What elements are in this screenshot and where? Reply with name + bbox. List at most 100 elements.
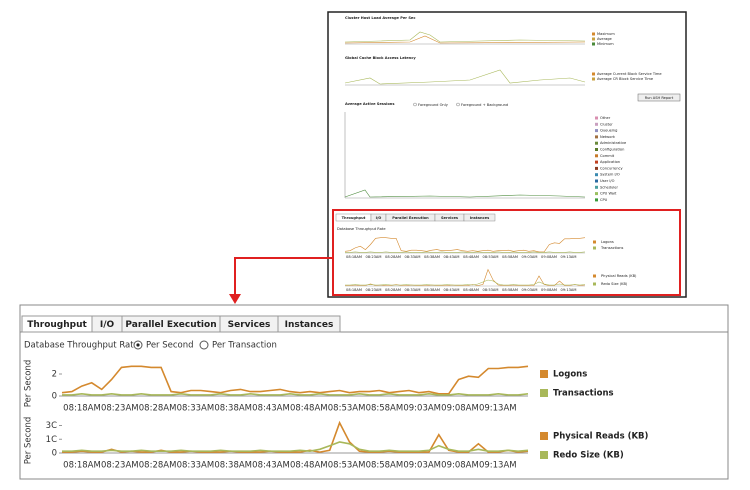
thumb-legend-swatch — [595, 185, 598, 189]
option[interactable]: Per Transaction — [212, 341, 277, 351]
x-tick-label: 08:18AM — [346, 288, 362, 292]
tab-label[interactable]: Throughput — [27, 320, 87, 330]
thumb-legend-swatch — [592, 32, 595, 36]
series-line — [62, 420, 529, 453]
x-tick-label: 08:23AM — [101, 461, 139, 471]
thumb-legend-label: Administrative — [600, 141, 627, 145]
x-tick-label: 08:43AM — [252, 461, 290, 471]
legend-swatch — [593, 274, 596, 278]
option[interactable]: Per Second — [146, 341, 194, 351]
option[interactable]: Foreground + Background — [461, 103, 508, 107]
x-tick-label: 08:48AM — [290, 461, 328, 471]
legend-label: Redo Size (KB) — [601, 282, 628, 286]
thumb-legend-label: Queueing — [600, 129, 617, 133]
x-tick-label: 09:08AM — [541, 288, 557, 292]
ash-button-label[interactable]: Run ASH Report — [645, 96, 674, 100]
legend-swatch — [593, 246, 596, 250]
thumb-legend-label: Scheduler — [600, 185, 619, 189]
x-tick-label: 08:58AM — [502, 288, 518, 292]
thumb-tab-label: Throughput — [342, 216, 366, 220]
x-tick-label: 08:53AM — [328, 461, 366, 471]
legend-swatch — [593, 240, 596, 244]
highlight-box — [332, 209, 681, 296]
arrow-head — [229, 294, 241, 304]
x-tick-label: 08:28AM — [139, 404, 177, 414]
thumb-legend-label: Other — [600, 116, 611, 120]
y-tick-label: 3C — [46, 421, 57, 431]
x-tick-label: 08:43AM — [444, 288, 460, 292]
thumb-legend-swatch — [595, 198, 598, 202]
tab-label[interactable]: Instances — [285, 320, 334, 330]
thumb-tab-label: Services — [441, 216, 458, 220]
x-tick-label: 09:08AM — [441, 404, 479, 414]
x-tick-label: 08:33AM — [177, 404, 215, 414]
tab-label[interactable]: Parallel Execution — [125, 320, 216, 330]
legend-swatch — [540, 389, 548, 397]
radio[interactable] — [413, 102, 417, 107]
legend-label: Logons — [601, 240, 614, 244]
legend-label: Physical Reads (KB) — [553, 432, 649, 442]
thumb-tab-label: Instances — [470, 216, 489, 220]
x-tick-label: 08:48AM — [463, 288, 479, 292]
thumb-legend-swatch — [595, 179, 598, 183]
thumb-legend-swatch — [595, 148, 598, 151]
legend-label: Redo Size (KB) — [553, 451, 624, 461]
tab-label[interactable]: I/O — [100, 320, 115, 330]
legend-label: Transactions — [553, 389, 614, 399]
x-tick-label: 09:08AM — [441, 461, 479, 471]
x-tick-label: 09:03AM — [522, 255, 538, 259]
thumb-legend-swatch — [592, 42, 595, 46]
thumb-decor — [344, 31, 586, 199]
x-tick-label: 08:28AM — [385, 255, 401, 259]
x-tick-label: 08:28AM — [385, 288, 401, 292]
legend-label: Transactions — [600, 246, 624, 250]
thumb-legend-swatch — [595, 129, 598, 133]
series-line — [345, 268, 586, 286]
thumb-legend-label: System I/O — [600, 173, 620, 177]
option[interactable]: Foreground Only — [418, 103, 449, 107]
thumb-legend-label: Cluster — [600, 122, 613, 126]
legend-swatch — [540, 451, 548, 459]
y-tick-label: 0 — [52, 449, 57, 459]
radio[interactable] — [199, 340, 209, 350]
series-line — [345, 279, 586, 286]
tab-label[interactable]: Services — [228, 320, 271, 330]
x-tick-label: 08:53AM — [328, 404, 366, 414]
thumbnail-frame — [327, 11, 687, 298]
series-line — [62, 441, 529, 453]
thumb-legend-swatch — [592, 72, 595, 76]
tab[interactable] — [277, 315, 341, 333]
x-tick-label: 08:18AM — [63, 461, 101, 471]
thumb-legend-label: Average — [597, 37, 613, 41]
thumb-legend-label: Maximum — [597, 32, 615, 36]
y-axis-label: Per Second — [24, 360, 34, 408]
ash-button[interactable] — [637, 93, 681, 102]
y-axis-label: Per Second — [24, 417, 34, 465]
thumb-legend-label: Configuration — [600, 148, 624, 152]
x-tick-label: 08:38AM — [424, 255, 440, 259]
thumb-legend-label: Commit — [600, 154, 615, 158]
thumb-title: Global Cache Block Access Latency — [345, 56, 416, 60]
radio-dot — [136, 343, 140, 347]
thumb-tab-label: Parallel Execution — [392, 216, 429, 220]
thumb-legend-label: Network — [600, 135, 616, 139]
thumb-legend-swatch — [595, 192, 598, 196]
x-tick-label: 09:13AM — [479, 461, 517, 471]
thumb-title: Average Active Sessions — [345, 102, 395, 106]
x-tick-label: 08:43AM — [444, 255, 460, 259]
thumb-tab-label: I/O — [376, 216, 382, 220]
x-tick-label: 09:03AM — [403, 404, 441, 414]
y-tick-label: 0 — [52, 392, 57, 402]
thumb-legend-swatch — [595, 116, 598, 120]
legend-swatch — [593, 282, 596, 286]
x-tick-label: 08:48AM — [290, 404, 328, 414]
x-tick-label: 08:38AM — [214, 404, 252, 414]
radio[interactable] — [456, 102, 460, 107]
thumb-legend-swatch — [592, 77, 595, 81]
thumb-legend-swatch — [595, 166, 598, 170]
thumb-legend-swatch — [595, 122, 598, 126]
thumb-legend-swatch — [595, 135, 598, 139]
x-tick-label: 08:23AM — [366, 255, 382, 259]
x-tick-label: 08:53AM — [483, 255, 499, 259]
x-tick-label: 08:38AM — [424, 288, 440, 292]
